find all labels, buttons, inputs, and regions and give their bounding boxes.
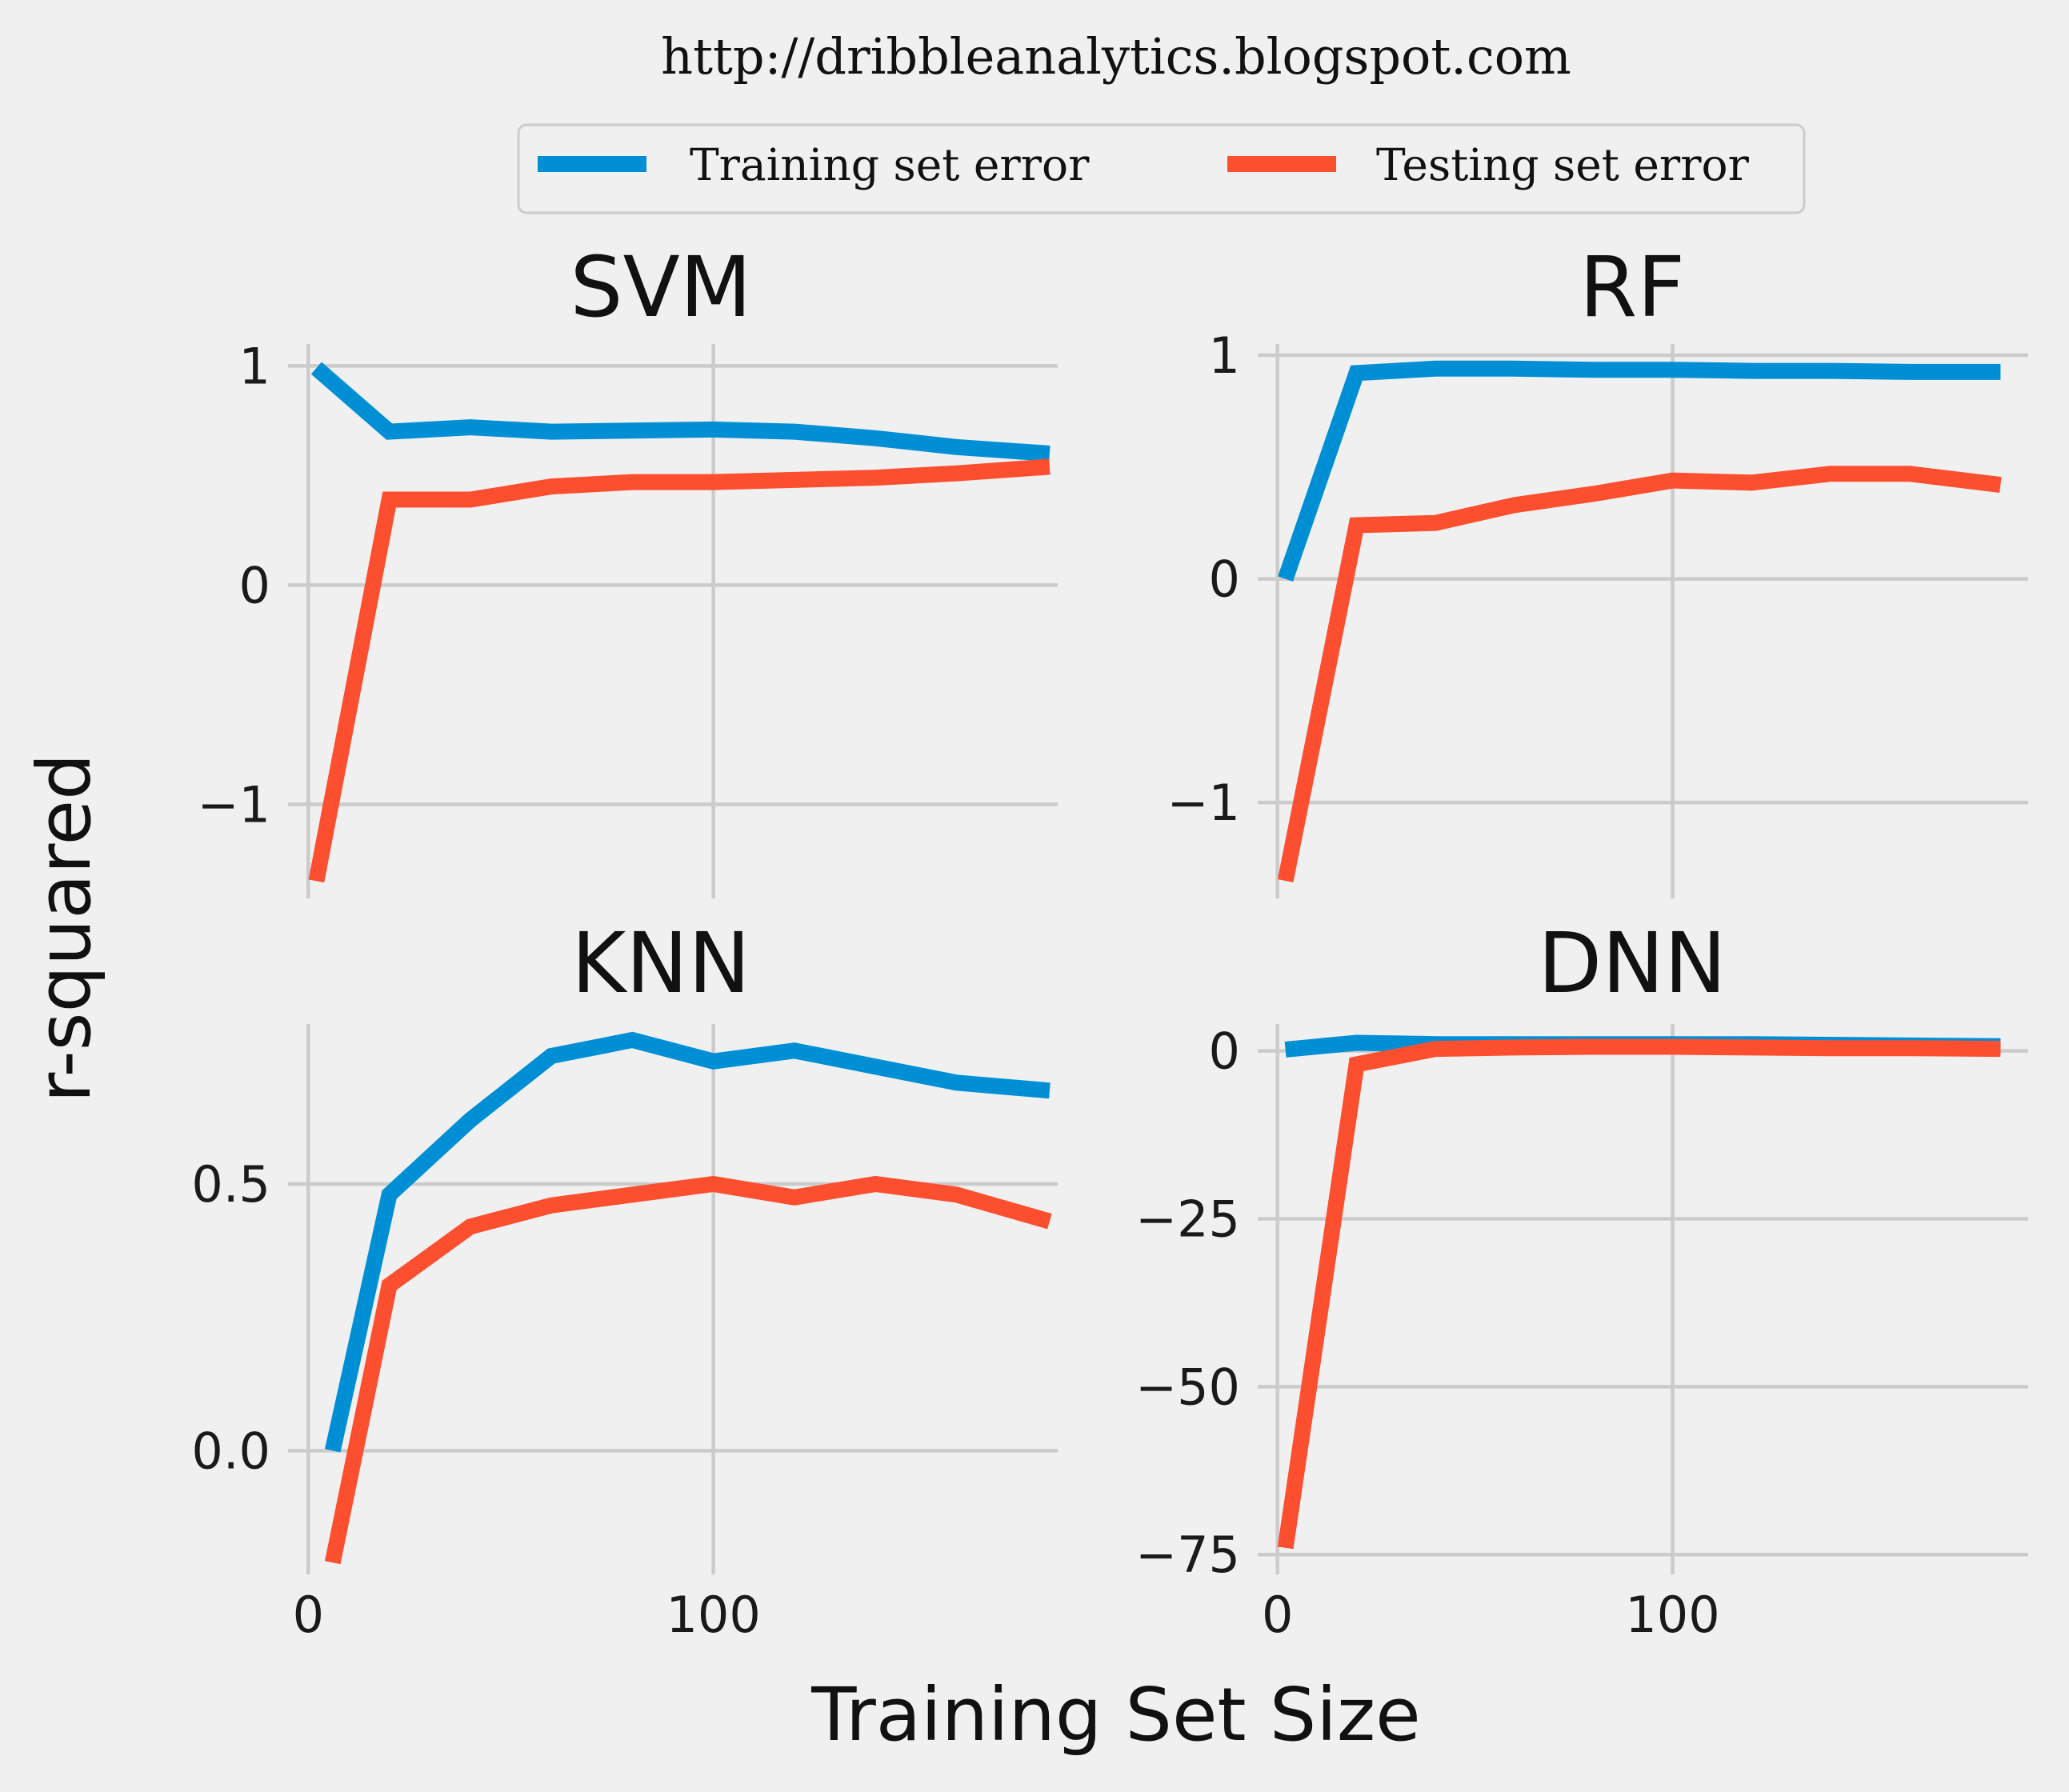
subplot-title-svm: SVM: [570, 238, 752, 336]
series-line-training-knn: [324, 1031, 1051, 1453]
y-tick-label: 0: [1209, 1022, 1240, 1081]
x-axis-label: Training Set Size: [810, 1672, 1420, 1758]
y-tick-label: −25: [1135, 1190, 1240, 1248]
gridlines-svm: [288, 344, 1058, 898]
subplots: SVM 1 0 −1 RF 1 0 −1 KNN 0 100 0.5 0.0 DNN 0 100 0 −25 −50…: [191, 238, 2028, 1644]
series-line-testing-rf: [1277, 466, 2002, 882]
gridlines-rf: [1258, 344, 2028, 898]
y-tick-label: 0: [1209, 550, 1240, 609]
subplot-knn: KNN 0 100 0.5 0.0: [191, 914, 1058, 1644]
legend-label-training: Training set error: [690, 139, 1090, 190]
y-tick-label: 0.5: [191, 1155, 270, 1214]
y-tick-label: −50: [1135, 1358, 1240, 1416]
subplot-dnn: DNN 0 100 0 −25 −50 −75: [1135, 914, 2028, 1644]
series-line-testing-knn: [324, 1175, 1052, 1565]
y-tick-label: 0.0: [191, 1422, 270, 1480]
series-line-training-svm: [310, 362, 1051, 462]
x-tick-label: 100: [666, 1586, 760, 1644]
x-tick-label: 100: [1625, 1586, 1719, 1644]
y-axis-label: r-squared: [22, 754, 107, 1103]
legend-box: [517, 123, 1806, 214]
y-tick-label: −75: [1135, 1526, 1240, 1584]
y-tick-label: 1: [239, 337, 270, 395]
legend-label-testing: Testing set error: [1376, 139, 1750, 190]
legend: Training set error Testing set error: [517, 123, 1806, 214]
subplot-rf: RF 1 0 −1: [1167, 238, 2028, 898]
y-tick-label: −1: [1167, 774, 1240, 832]
subplot-title-knn: KNN: [571, 914, 750, 1012]
y-tick-label: 1: [1209, 326, 1240, 385]
series-line-testing-svm: [308, 458, 1051, 883]
series-line-testing-dnn: [1277, 1038, 2001, 1550]
header-url: http://dribbleanalytics.blogspot.com: [661, 27, 1571, 86]
subplot-svm: SVM 1 0 −1: [198, 238, 1058, 898]
x-tick-label: 0: [1262, 1586, 1293, 1644]
subplot-title-rf: RF: [1579, 238, 1685, 336]
x-tick-label: 0: [293, 1586, 324, 1644]
y-tick-label: −1: [198, 775, 270, 834]
series-line-training-rf: [1278, 360, 2001, 582]
y-tick-label: 0: [239, 556, 270, 614]
subplot-title-dnn: DNN: [1538, 914, 1727, 1012]
gridlines-knn: [288, 1024, 1058, 1574]
